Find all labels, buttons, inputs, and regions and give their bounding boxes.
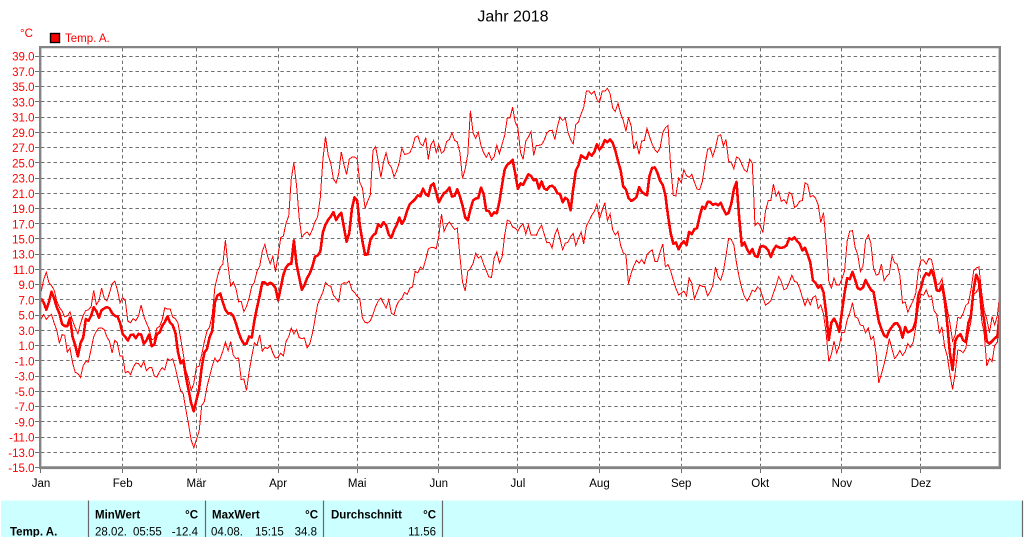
svg-text:Jan: Jan — [32, 478, 51, 490]
svg-text:-11.0: -11.0 — [9, 433, 34, 445]
svg-text:13.0: 13.0 — [12, 250, 34, 262]
svg-text:21.0: 21.0 — [12, 189, 34, 201]
svg-text:-3.0: -3.0 — [15, 372, 35, 384]
svg-text:Sep: Sep — [671, 478, 691, 490]
svg-text:°C: °C — [305, 510, 318, 522]
svg-text:Aug: Aug — [589, 478, 609, 490]
svg-text:Temp. A.: Temp. A. — [65, 33, 110, 45]
svg-text:9.0: 9.0 — [19, 280, 35, 292]
svg-text:23.0: 23.0 — [12, 174, 34, 186]
svg-text:05:55: 05:55 — [133, 527, 162, 537]
svg-text:11.0: 11.0 — [13, 265, 35, 277]
svg-text:34.8: 34.8 — [295, 527, 317, 537]
svg-text:-7.0: -7.0 — [15, 402, 35, 414]
svg-text:-12.4: -12.4 — [172, 527, 199, 537]
svg-text:-15.0: -15.0 — [8, 463, 34, 475]
svg-text:Nov: Nov — [832, 478, 853, 490]
svg-text:MaxWert: MaxWert — [212, 510, 260, 522]
svg-text:35.0: 35.0 — [12, 82, 34, 94]
svg-text:33.0: 33.0 — [12, 97, 34, 109]
svg-text:Jun: Jun — [430, 478, 449, 490]
svg-text:Mai: Mai — [348, 478, 367, 490]
svg-text:MinWert: MinWert — [95, 510, 140, 522]
svg-text:Temp. A.: Temp. A. — [10, 527, 57, 537]
svg-text:Mär: Mär — [186, 478, 206, 490]
svg-text:-9.0: -9.0 — [15, 417, 35, 429]
svg-text:Jahr 2018: Jahr 2018 — [477, 9, 548, 26]
svg-text:17.0: 17.0 — [12, 219, 34, 231]
svg-text:°C: °C — [423, 510, 436, 522]
svg-text:1.0: 1.0 — [19, 341, 35, 353]
svg-text:Apr: Apr — [269, 478, 287, 490]
svg-text:5.0: 5.0 — [19, 311, 35, 323]
svg-text:37.0: 37.0 — [12, 67, 34, 79]
svg-text:39.0: 39.0 — [12, 52, 34, 64]
svg-text:-13.0: -13.0 — [8, 448, 34, 460]
svg-text:Durchschnitt: Durchschnitt — [331, 510, 402, 522]
svg-text:11.56: 11.56 — [408, 527, 436, 537]
svg-text:29.0: 29.0 — [12, 128, 34, 140]
svg-text:°C: °C — [185, 510, 198, 522]
svg-text:3.0: 3.0 — [19, 326, 35, 338]
svg-text:15:15: 15:15 — [255, 527, 284, 537]
svg-text:7.0: 7.0 — [19, 295, 35, 307]
svg-text:-1.0: -1.0 — [15, 356, 35, 368]
svg-text:°C: °C — [20, 28, 33, 40]
svg-text:19.0: 19.0 — [12, 204, 34, 216]
svg-text:Dez: Dez — [911, 478, 932, 490]
svg-text:15.0: 15.0 — [12, 235, 34, 247]
svg-text:25.0: 25.0 — [12, 158, 34, 170]
svg-text:-5.0: -5.0 — [15, 387, 35, 399]
svg-text:28.02.: 28.02. — [95, 527, 127, 537]
svg-text:Feb: Feb — [113, 478, 133, 490]
svg-text:27.0: 27.0 — [12, 143, 34, 155]
svg-text:31.0: 31.0 — [12, 113, 34, 125]
svg-text:04.08.: 04.08. — [211, 527, 243, 537]
svg-text:Jul: Jul — [511, 478, 526, 490]
svg-text:Okt: Okt — [751, 478, 770, 490]
